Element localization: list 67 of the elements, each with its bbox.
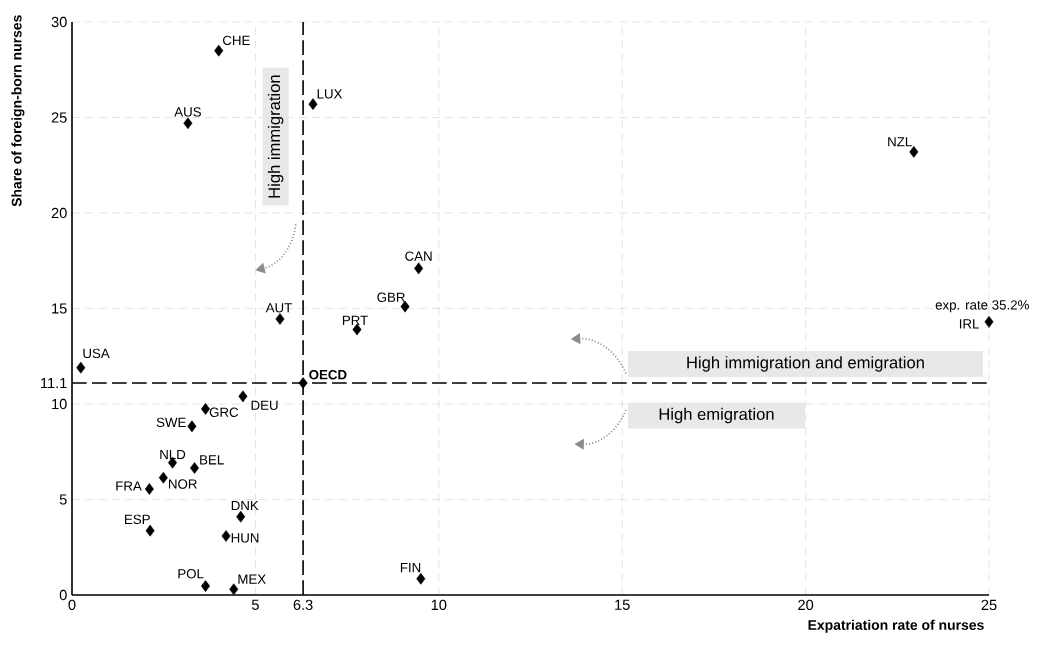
x-tick-label: 20	[798, 599, 814, 611]
y-tick-label: 30	[51, 16, 67, 28]
point	[187, 420, 197, 433]
annotation: USA	[83, 348, 110, 359]
annotation: AUT	[265, 303, 292, 313]
annotation: MEX	[238, 574, 266, 584]
x-tick-label: 15	[615, 599, 630, 610]
y-tick-label: 5	[59, 494, 67, 505]
point	[214, 44, 224, 57]
y-tick-label: 20	[51, 207, 67, 219]
annotation: CHE	[222, 35, 250, 46]
point	[414, 262, 424, 275]
annotation: POL	[178, 569, 204, 579]
ref-line-label: 6.3	[293, 599, 313, 611]
point	[238, 390, 248, 403]
point	[308, 98, 318, 110]
x-tick-label: 5	[251, 599, 259, 610]
x-axis-title: Expatriation rate of nurses	[808, 619, 984, 633]
annotation: DEU	[251, 400, 278, 410]
point	[201, 580, 210, 592]
annotation: SWE	[156, 417, 186, 428]
y-axis-title: Share of foreign-born nurses	[11, 15, 25, 207]
annotation: OECD	[309, 369, 347, 380]
annotation: IRL	[959, 319, 979, 329]
point	[201, 403, 210, 415]
point	[400, 300, 410, 313]
y-tick-label: 10	[52, 398, 67, 410]
annotation: High immigration and emigration	[687, 356, 924, 372]
point	[145, 524, 155, 537]
y-tick-label: 0	[59, 589, 67, 601]
annotation: FRA	[116, 481, 142, 491]
annotation: exp. rate 35.2%	[935, 300, 1029, 313]
point	[229, 583, 239, 596]
point	[158, 471, 168, 484]
annotation: HUN	[231, 533, 259, 543]
point	[275, 313, 285, 325]
annotation: NZL	[888, 137, 912, 147]
annotation: GRC	[209, 407, 239, 417]
x-tick-label: 10	[431, 599, 447, 611]
point	[909, 146, 919, 158]
point	[76, 361, 86, 374]
annotation: NLD	[160, 449, 186, 460]
point	[144, 483, 154, 495]
point	[190, 462, 199, 474]
point	[183, 117, 193, 130]
ref-line-label: 11.1	[41, 377, 67, 389]
annotation: BEL	[200, 455, 224, 465]
annotation: DNK	[231, 500, 259, 511]
annotation: FIN	[400, 563, 421, 573]
annotation: ESP	[125, 514, 150, 525]
annotation: NOR	[169, 479, 197, 489]
y-tick-label: 15	[52, 303, 67, 314]
point	[298, 377, 308, 389]
x-tick-label: 0	[68, 599, 76, 611]
annotation: AUS	[174, 107, 201, 117]
annotation: High immigration	[267, 75, 284, 198]
annotation: CAN	[405, 251, 432, 261]
point	[984, 316, 994, 328]
point	[236, 510, 246, 523]
annotation: High emigration	[659, 407, 774, 424]
point	[416, 572, 426, 585]
x-tick-label: 25	[981, 599, 997, 611]
annotation: GBR	[377, 292, 405, 302]
annotation: LUX	[317, 89, 343, 99]
y-tick-label: 25	[51, 112, 67, 123]
annotation: PRT	[342, 315, 368, 325]
point	[221, 530, 231, 542]
